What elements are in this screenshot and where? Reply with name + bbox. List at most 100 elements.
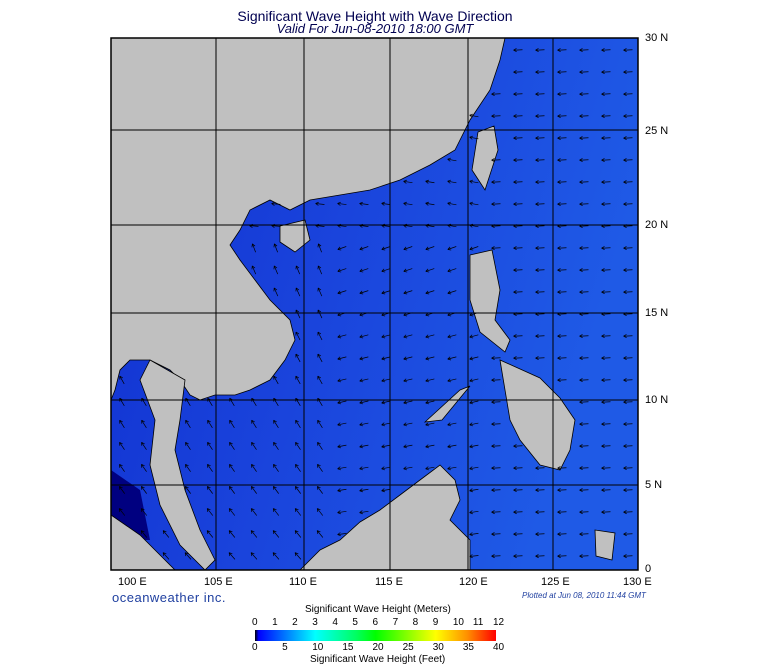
wave-arrow bbox=[623, 466, 633, 471]
wave-arrow bbox=[425, 201, 435, 206]
colorbar-feet-tick: 15 bbox=[342, 642, 354, 653]
colorbar-feet-tick: 35 bbox=[462, 642, 474, 653]
colorbar-feet-tick: 0 bbox=[252, 642, 258, 653]
wave-arrow bbox=[513, 268, 523, 273]
wave-arrow bbox=[359, 378, 369, 383]
wave-arrow bbox=[601, 246, 611, 251]
colorbar-feet-tick: 25 bbox=[402, 642, 414, 653]
wave-arrow bbox=[207, 441, 213, 450]
colorbar-meter-tick: 2 bbox=[292, 617, 298, 628]
wave-arrow bbox=[381, 422, 391, 427]
map-title: Significant Wave Height with Wave Direct… bbox=[237, 8, 513, 24]
wave-arrow bbox=[381, 268, 391, 273]
wave-arrow bbox=[601, 400, 611, 405]
wave-arrow bbox=[447, 334, 457, 339]
wave-arrow bbox=[403, 378, 413, 383]
wave-arrow bbox=[469, 334, 479, 339]
wave-arrow bbox=[337, 290, 347, 295]
land-palawan bbox=[423, 385, 471, 423]
wave-arrow bbox=[623, 268, 633, 273]
wave-arrow bbox=[381, 290, 391, 295]
wave-arrow bbox=[491, 554, 501, 559]
wave-arrow bbox=[447, 356, 457, 361]
wave-arrow bbox=[535, 202, 545, 207]
wave-arrow bbox=[623, 136, 633, 141]
land-mainland-asia bbox=[111, 38, 506, 401]
wave-arrow bbox=[579, 400, 589, 405]
wave-arrow bbox=[535, 48, 545, 53]
wave-arrow bbox=[403, 290, 413, 295]
wave-arrow bbox=[381, 488, 391, 493]
wave-arrow bbox=[557, 466, 567, 471]
wave-arrow bbox=[381, 356, 391, 361]
wave-arrow bbox=[337, 201, 347, 206]
wave-arrow bbox=[535, 268, 545, 273]
wave-arrow bbox=[557, 136, 567, 141]
wave-arrow bbox=[359, 290, 369, 295]
colorbar-meter-tick: 12 bbox=[493, 617, 505, 628]
wave-arrow bbox=[469, 201, 479, 206]
wave-arrow bbox=[447, 422, 457, 427]
wave-arrow bbox=[185, 464, 191, 472]
wave-arrow bbox=[295, 287, 301, 297]
wave-arrow bbox=[337, 356, 347, 361]
wave-arrow bbox=[623, 48, 633, 53]
wave-arrow bbox=[557, 290, 567, 295]
wave-arrow bbox=[535, 356, 545, 361]
wave-arrow bbox=[425, 290, 435, 295]
wave-arrow bbox=[469, 510, 479, 515]
wave-arrow bbox=[623, 400, 633, 405]
wave-arrow bbox=[184, 486, 191, 494]
wave-arrow bbox=[425, 246, 435, 251]
wave-arrow bbox=[119, 375, 125, 385]
colorbar-meter-tick: 11 bbox=[472, 617, 484, 628]
wave-arrow bbox=[535, 180, 545, 185]
wave-arrow bbox=[557, 554, 567, 559]
wave-arrow bbox=[315, 201, 325, 206]
wave-arrow bbox=[579, 444, 589, 449]
plotted-timestamp: Plotted at Jun 08, 2010 11:44 GMT bbox=[522, 591, 646, 600]
land-visayas-mindanao bbox=[499, 359, 576, 471]
wave-arrow bbox=[513, 92, 523, 97]
wave-arrow bbox=[557, 356, 567, 361]
wave-arrow bbox=[513, 554, 523, 559]
wave-arrow bbox=[601, 422, 611, 427]
wave-arrow bbox=[295, 464, 301, 472]
wave-arrow bbox=[535, 246, 545, 251]
wave-arrow bbox=[251, 464, 257, 472]
wave-arrow bbox=[381, 334, 391, 339]
wave-arrow bbox=[469, 378, 479, 383]
wave-arrow bbox=[491, 400, 501, 405]
wave-arrow bbox=[251, 441, 257, 450]
wave-arrow bbox=[403, 246, 413, 251]
wave-arrow bbox=[207, 419, 213, 428]
wave-arrow bbox=[601, 466, 611, 471]
wave-arrow bbox=[579, 70, 589, 75]
wave-arrow bbox=[447, 179, 457, 184]
wave-arrow bbox=[317, 441, 323, 450]
lon-label: 100 E bbox=[118, 576, 147, 588]
map-frame bbox=[110, 37, 639, 571]
wave-arrow bbox=[359, 201, 369, 206]
wave-arrow bbox=[469, 444, 479, 449]
wave-arrow bbox=[579, 158, 589, 163]
wave-arrow bbox=[251, 265, 257, 275]
colorbar-meter-tick: 9 bbox=[432, 617, 439, 628]
land-luzon bbox=[469, 249, 511, 353]
wave-arrow bbox=[491, 92, 501, 97]
wave-arrow bbox=[140, 486, 147, 494]
wave-arrow bbox=[228, 508, 236, 516]
wave-arrow bbox=[601, 136, 611, 141]
wave-arrow bbox=[140, 508, 148, 516]
wave-arrow bbox=[557, 70, 567, 75]
lon-label: 115 E bbox=[375, 576, 403, 588]
wave-arrow bbox=[317, 265, 323, 275]
wave-arrow bbox=[425, 444, 435, 449]
wave-arrow bbox=[557, 202, 567, 207]
wave-arrow bbox=[251, 419, 257, 428]
wave-arrow bbox=[623, 356, 633, 361]
wave-arrow bbox=[381, 400, 391, 405]
wave-arrow bbox=[535, 488, 545, 493]
wave-arrow bbox=[513, 180, 523, 185]
